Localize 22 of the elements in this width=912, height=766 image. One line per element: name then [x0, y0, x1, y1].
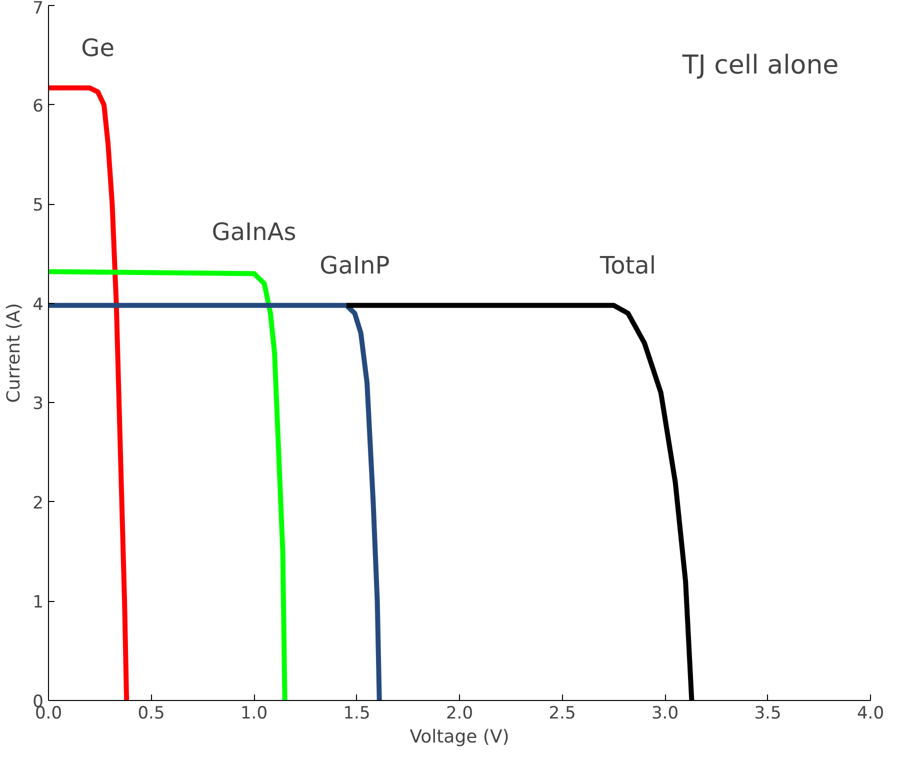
x-tick-label: 2.0 [446, 704, 474, 724]
y-tick-label: 5 [32, 196, 44, 216]
y-tick-label: 1 [32, 592, 44, 613]
x-tick-label: 3.5 [754, 704, 782, 724]
series-label: GaInP [320, 252, 390, 280]
x-axis-title: Voltage (V) [410, 726, 510, 748]
y-tick-label: 3 [32, 394, 44, 414]
y-axis-title: Current (A) [4, 303, 25, 403]
y-tick-label: 7 [32, 0, 44, 18]
series-label: GaInAs [212, 218, 296, 246]
x-tick-label: 1.5 [343, 704, 370, 724]
y-tick-label: 2 [32, 493, 44, 514]
x-tick-label: 1.0 [240, 704, 268, 724]
x-tick-label: 4.0 [856, 704, 884, 724]
x-tick-label: 3.0 [651, 704, 679, 724]
series-label: Ge [81, 34, 115, 62]
series-label: Total [598, 252, 656, 280]
x-tick-label: 2.5 [548, 704, 576, 724]
y-tick-label: 4 [32, 294, 44, 315]
y-tick-label: 6 [32, 96, 44, 116]
annotation: TJ cell alone [681, 50, 839, 80]
x-tick-label: 0.5 [138, 704, 165, 724]
